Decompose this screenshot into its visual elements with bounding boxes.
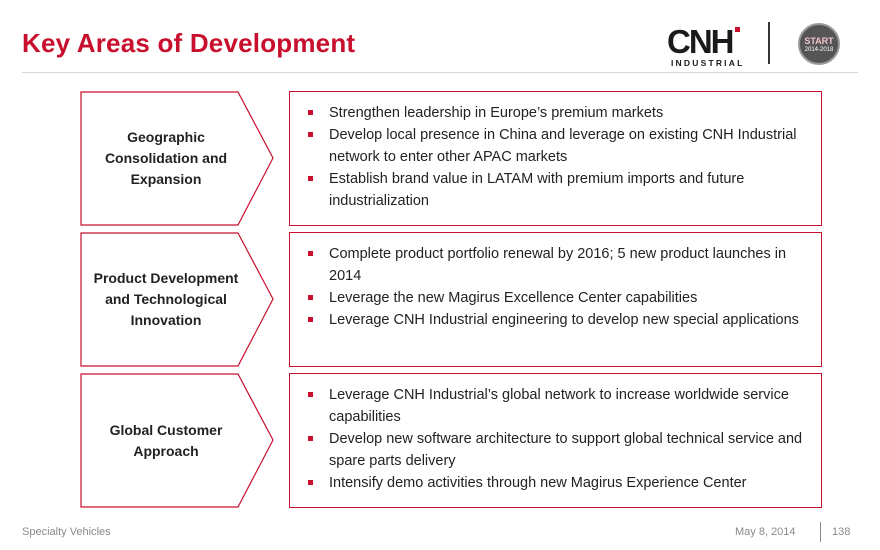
section-customer: Global Customer Approach Leverage CNH In… xyxy=(80,373,825,508)
logo-graphic: CNH INDUSTRIAL xyxy=(667,23,744,68)
section-bullet-box: Strengthen leadership in Europe’s premiu… xyxy=(289,91,822,226)
section-arrow: Product Development and Technological In… xyxy=(80,232,274,367)
section-bullet-box: Complete product portfolio renewal by 20… xyxy=(289,232,822,367)
cnh-industrial-logo: CNH INDUSTRIAL xyxy=(667,23,745,68)
footer-separator xyxy=(820,522,821,542)
section-product: Product Development and Technological In… xyxy=(80,232,825,367)
bullet-item: Develop local presence in China and leve… xyxy=(308,124,813,168)
footer-division: Specialty Vehicles xyxy=(22,526,111,538)
chevron-arrow-shape xyxy=(80,232,274,367)
chevron-arrow-shape xyxy=(80,91,274,226)
section-arrow: Geographic Consolidation and Expansion xyxy=(80,91,274,226)
bullet-item: Leverage CNH Industrial’s global network… xyxy=(308,384,813,428)
bullet-item: Leverage CNH Industrial engineering to d… xyxy=(308,309,813,331)
bullet-item: Leverage the new Magirus Excellence Cent… xyxy=(308,287,813,309)
section-arrow: Global Customer Approach xyxy=(80,373,274,508)
logo-separator xyxy=(768,22,770,64)
start-badge: START 2014-2018 xyxy=(798,23,840,65)
chevron-arrow-shape xyxy=(80,373,274,508)
bullet-item: Develop new software architecture to sup… xyxy=(308,428,813,472)
section-geographic: Geographic Consolidation and Expansion S… xyxy=(80,91,825,226)
section-heading: Global Customer Approach xyxy=(109,422,223,459)
logo-mark: CNH xyxy=(667,24,733,60)
badge-years: 2014-2018 xyxy=(804,47,834,53)
badge-title: START xyxy=(804,36,834,46)
bullet-list: Leverage CNH Industrial’s global network… xyxy=(290,374,821,494)
footer-date: May 8, 2014 xyxy=(735,526,796,538)
bullet-item: Complete product portfolio renewal by 20… xyxy=(308,243,813,287)
bullet-list: Strengthen leadership in Europe’s premiu… xyxy=(290,92,821,212)
section-heading: Geographic Consolidation and Expansion xyxy=(104,129,228,187)
bullet-item: Strengthen leadership in Europe’s premiu… xyxy=(308,102,813,124)
section-bullet-box: Leverage CNH Industrial’s global network… xyxy=(289,373,822,508)
logo-subtitle: INDUSTRIAL xyxy=(671,58,744,68)
logo-red-square xyxy=(735,27,740,32)
bullet-list: Complete product portfolio renewal by 20… xyxy=(290,233,821,331)
section-heading: Product Development and Technological In… xyxy=(93,270,239,328)
bullet-item: Intensify demo activities through new Ma… xyxy=(308,472,813,494)
page-title: Key Areas of Development xyxy=(22,28,356,58)
bullet-item: Establish brand value in LATAM with prem… xyxy=(308,168,813,212)
page-number: 138 xyxy=(832,526,851,538)
title-divider xyxy=(22,72,858,73)
